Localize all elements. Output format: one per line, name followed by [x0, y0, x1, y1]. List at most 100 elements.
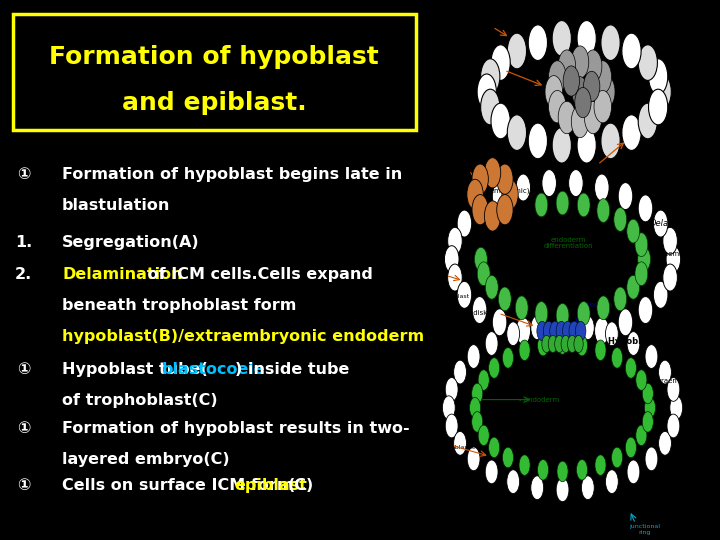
- Circle shape: [670, 396, 683, 420]
- Circle shape: [489, 437, 500, 458]
- Circle shape: [542, 170, 557, 197]
- Circle shape: [561, 335, 570, 353]
- Circle shape: [467, 345, 480, 368]
- Circle shape: [597, 296, 610, 320]
- Circle shape: [535, 193, 548, 217]
- Circle shape: [549, 90, 566, 123]
- Circle shape: [627, 460, 640, 484]
- Text: layered embryo(C): layered embryo(C): [62, 452, 230, 467]
- Circle shape: [636, 370, 647, 390]
- Circle shape: [454, 431, 467, 455]
- Circle shape: [552, 127, 572, 163]
- Circle shape: [614, 207, 626, 231]
- Circle shape: [485, 332, 498, 355]
- Text: Segregation: Segregation: [654, 14, 706, 23]
- Text: trophoblast cells: trophoblast cells: [451, 157, 510, 163]
- Circle shape: [485, 275, 498, 299]
- Text: C: C: [434, 373, 442, 383]
- Circle shape: [503, 348, 513, 368]
- Text: ①: ①: [17, 478, 30, 493]
- Circle shape: [519, 455, 530, 475]
- Text: Hypoblast tube(: Hypoblast tube(: [62, 362, 208, 377]
- Circle shape: [595, 455, 606, 475]
- Circle shape: [636, 425, 647, 446]
- Circle shape: [548, 335, 557, 353]
- Circle shape: [516, 296, 528, 320]
- Text: of trophoblast(C): of trophoblast(C): [62, 393, 217, 408]
- Circle shape: [557, 334, 568, 354]
- Circle shape: [618, 309, 633, 336]
- Circle shape: [611, 447, 623, 468]
- Circle shape: [552, 21, 572, 56]
- Circle shape: [595, 318, 609, 345]
- Text: inner
cell
mass: inner cell mass: [434, 59, 452, 79]
- Circle shape: [507, 322, 520, 346]
- Circle shape: [556, 303, 569, 327]
- Text: embryonic disk: embryonic disk: [434, 310, 487, 316]
- Circle shape: [503, 447, 513, 468]
- Text: Hypoblast formation: Hypoblast formation: [608, 338, 706, 347]
- Circle shape: [472, 296, 487, 323]
- Circle shape: [571, 46, 589, 78]
- Text: ) inside tube: ) inside tube: [235, 362, 349, 377]
- Circle shape: [556, 314, 569, 338]
- Circle shape: [457, 281, 472, 308]
- Circle shape: [497, 194, 513, 225]
- Circle shape: [626, 357, 636, 378]
- Circle shape: [595, 340, 606, 361]
- Circle shape: [575, 87, 591, 118]
- Text: extraembryonic: extraembryonic: [650, 251, 706, 257]
- Circle shape: [557, 461, 568, 482]
- Circle shape: [472, 194, 488, 225]
- Circle shape: [478, 425, 490, 446]
- Circle shape: [594, 90, 611, 123]
- Circle shape: [642, 411, 653, 432]
- Circle shape: [635, 233, 648, 256]
- Text: blastocoele: blastocoele: [546, 281, 590, 290]
- Circle shape: [457, 210, 472, 237]
- Circle shape: [572, 77, 588, 107]
- Text: 1.: 1.: [15, 235, 32, 250]
- Circle shape: [638, 45, 657, 80]
- Circle shape: [472, 164, 488, 194]
- Circle shape: [477, 74, 496, 110]
- Text: and epiblast.: and epiblast.: [122, 91, 307, 114]
- Circle shape: [611, 348, 623, 368]
- Circle shape: [492, 309, 507, 336]
- Text: 8 days: 8 days: [577, 356, 606, 366]
- Circle shape: [537, 321, 547, 341]
- Circle shape: [597, 199, 610, 222]
- Text: Formation of hypoblast: Formation of hypoblast: [50, 45, 379, 69]
- Circle shape: [653, 281, 668, 308]
- Circle shape: [563, 66, 580, 96]
- Circle shape: [474, 247, 487, 271]
- Text: junctional
ring: junctional ring: [629, 524, 660, 535]
- Circle shape: [516, 318, 531, 345]
- Text: Formation of hypoblast results in two-: Formation of hypoblast results in two-: [62, 421, 410, 436]
- Circle shape: [477, 262, 490, 286]
- Circle shape: [507, 470, 520, 494]
- Text: Cells on surface ICM form: Cells on surface ICM form: [62, 478, 300, 493]
- Circle shape: [594, 61, 611, 93]
- Circle shape: [467, 179, 483, 210]
- Circle shape: [448, 227, 462, 254]
- Circle shape: [491, 45, 510, 80]
- Circle shape: [558, 102, 576, 134]
- Circle shape: [538, 335, 549, 356]
- Circle shape: [489, 357, 500, 378]
- Circle shape: [606, 322, 618, 346]
- Circle shape: [569, 322, 583, 349]
- Circle shape: [445, 377, 458, 401]
- Circle shape: [638, 296, 653, 323]
- Text: ①: ①: [17, 362, 30, 377]
- Circle shape: [667, 414, 680, 438]
- Circle shape: [577, 460, 588, 480]
- Circle shape: [485, 460, 498, 484]
- Circle shape: [659, 360, 672, 384]
- Text: zona pellucida: zona pellucida: [487, 15, 537, 21]
- Circle shape: [508, 115, 526, 151]
- Circle shape: [663, 227, 678, 254]
- Circle shape: [614, 287, 626, 311]
- Circle shape: [549, 61, 566, 93]
- Text: ①: ①: [17, 421, 30, 436]
